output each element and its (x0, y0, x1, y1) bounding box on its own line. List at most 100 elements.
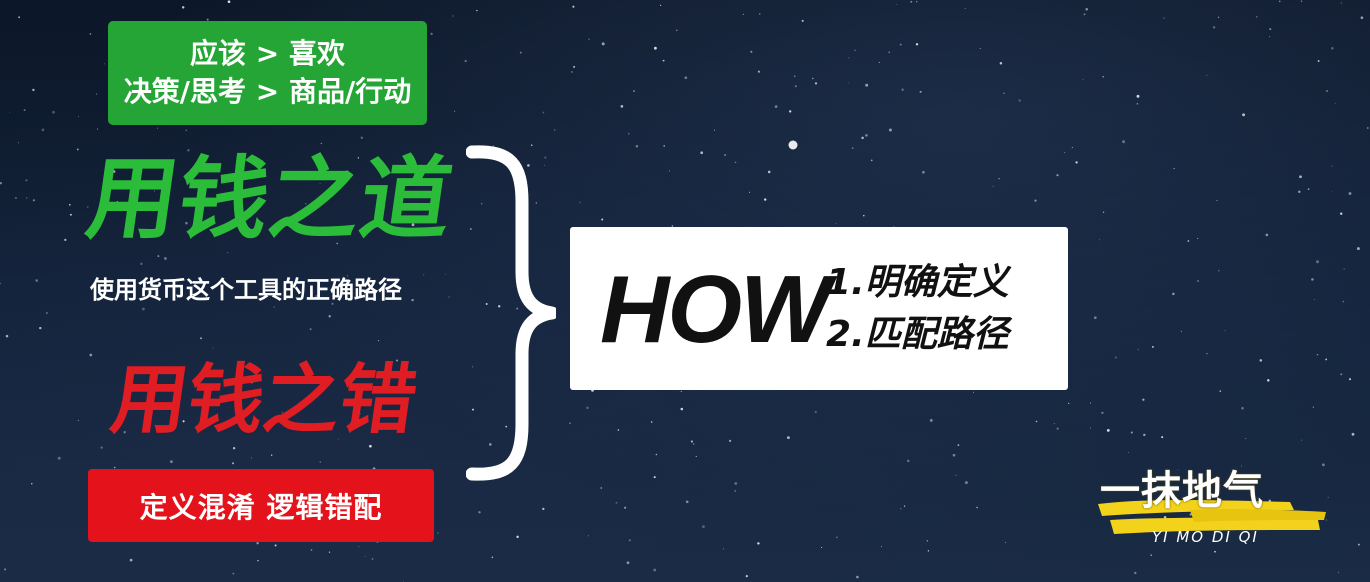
error-box: 定义混淆 逻辑错配 (88, 469, 434, 542)
star (615, 501, 618, 504)
star (700, 151, 704, 155)
star (1216, 199, 1218, 202)
star (801, 19, 804, 22)
star (1217, 16, 1220, 18)
star (527, 164, 530, 167)
star (1056, 174, 1059, 177)
star (364, 556, 366, 558)
star (402, 580, 404, 582)
star (360, 136, 364, 140)
star (863, 214, 865, 217)
bright-star (788, 140, 798, 150)
star (369, 444, 372, 448)
star (685, 500, 689, 504)
star (635, 145, 639, 148)
star (448, 296, 450, 298)
star (836, 536, 838, 538)
star (713, 129, 715, 131)
star (906, 459, 910, 463)
star (734, 490, 736, 492)
star (255, 379, 257, 381)
star (77, 116, 80, 118)
star (411, 223, 415, 227)
star (651, 421, 653, 423)
star (1278, 0, 1281, 3)
star (671, 225, 674, 227)
star (922, 170, 925, 174)
star (69, 204, 71, 206)
star (734, 482, 738, 485)
star (1035, 420, 1038, 423)
star (851, 147, 854, 149)
star (680, 407, 684, 411)
star (757, 70, 760, 73)
star (1082, 78, 1084, 81)
star (821, 546, 823, 549)
star (1206, 353, 1208, 355)
star (680, 390, 682, 393)
star (52, 110, 55, 114)
star (319, 182, 321, 185)
star (626, 561, 630, 565)
star (1173, 167, 1175, 170)
star (916, 1, 918, 3)
star (256, 542, 259, 545)
star (1300, 0, 1303, 2)
star (1321, 463, 1325, 467)
star (471, 408, 475, 411)
star (5, 334, 9, 338)
star (478, 511, 481, 514)
star (320, 142, 323, 145)
star (1163, 516, 1167, 519)
star (1189, 513, 1192, 516)
star (1331, 165, 1333, 167)
star (1312, 406, 1315, 408)
star (519, 51, 522, 54)
star (1099, 239, 1101, 241)
star (23, 109, 26, 112)
star (17, 142, 19, 144)
star (1340, 373, 1343, 376)
star (411, 298, 414, 302)
star (200, 337, 202, 340)
star (1163, 17, 1165, 19)
star (339, 280, 341, 282)
star (1018, 99, 1021, 102)
star (357, 157, 360, 159)
star (1071, 146, 1073, 148)
star (1241, 407, 1244, 410)
star (89, 33, 92, 35)
star (145, 288, 148, 290)
star (25, 179, 28, 182)
star (309, 328, 312, 331)
star (498, 305, 501, 308)
star (45, 311, 48, 315)
star (1101, 411, 1104, 415)
star (328, 315, 331, 318)
star (1316, 353, 1319, 356)
star (915, 43, 919, 46)
star (676, 29, 678, 32)
star (1136, 94, 1140, 98)
star (181, 6, 185, 9)
star (787, 436, 790, 439)
star (617, 429, 620, 431)
star (957, 444, 960, 447)
star (1325, 519, 1328, 521)
star (964, 481, 968, 485)
star (544, 164, 546, 166)
star (927, 550, 930, 552)
star (1106, 428, 1110, 432)
star (692, 443, 695, 445)
star (870, 159, 873, 162)
star (1259, 359, 1263, 362)
star (469, 227, 472, 231)
star (814, 82, 818, 85)
star (763, 198, 767, 201)
star (1177, 469, 1179, 470)
headline-green: 用钱之道 (80, 146, 460, 252)
star (315, 295, 319, 298)
star (587, 535, 589, 537)
star (305, 203, 307, 205)
